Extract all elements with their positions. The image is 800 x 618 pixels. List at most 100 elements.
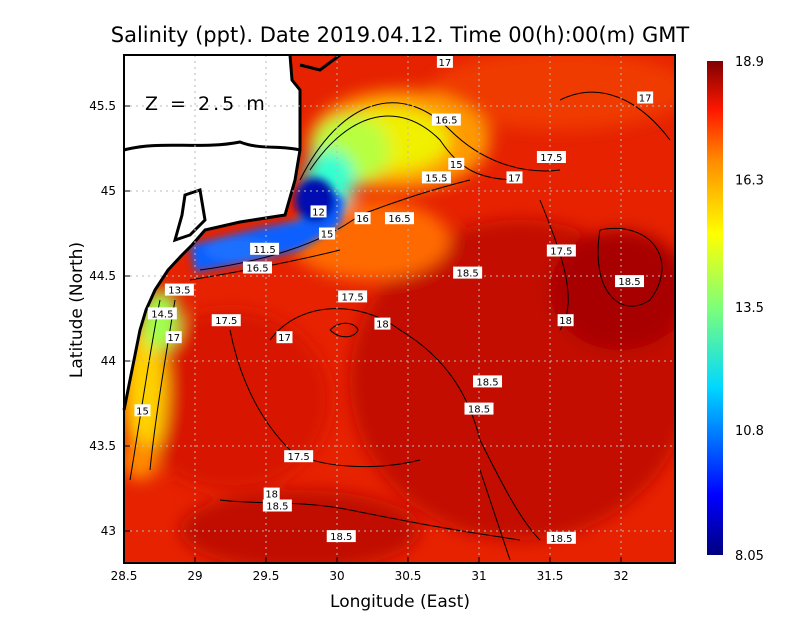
contour-label-text: 18.5 xyxy=(468,405,490,416)
contour-label-text: 13.5 xyxy=(168,286,190,297)
contour-label: 18 xyxy=(374,317,391,331)
contour-label: 16.5 xyxy=(242,261,272,275)
contour-label: 15 xyxy=(319,227,336,241)
colorbar-tick-label: 16.3 xyxy=(735,173,764,188)
contour-label: 17 xyxy=(276,331,293,344)
contour-label-text: 15.5 xyxy=(425,173,447,184)
contour-label: 15 xyxy=(134,404,151,417)
contour-label-text: 14.5 xyxy=(151,309,173,320)
contour-label-bg xyxy=(326,530,356,543)
contour-label-text: 18.5 xyxy=(476,377,498,388)
contour-label-bg xyxy=(473,375,503,388)
contour-label-bg xyxy=(242,261,272,274)
contour-label-text: 17 xyxy=(508,173,521,184)
contour-label: 11.5 xyxy=(250,242,280,256)
contour-label-bg xyxy=(431,113,461,126)
contour-label: 17 xyxy=(506,171,523,184)
x-tick-label: 30 xyxy=(329,569,344,583)
contour-label: 17.5 xyxy=(284,450,314,463)
x-tick-label: 29 xyxy=(187,569,202,583)
contour-label-text: 18.5 xyxy=(550,534,572,545)
contour-label: 17 xyxy=(637,91,654,105)
contour-label-text: 17.5 xyxy=(288,452,310,463)
contour-label-text: 17 xyxy=(439,58,452,69)
colorbar-tick-label: 18.9 xyxy=(735,55,764,70)
contour-label-bg xyxy=(615,275,645,288)
x-tick-label: 29.5 xyxy=(253,569,280,583)
contour-label: 18.5 xyxy=(615,275,645,288)
contour-label: 13.5 xyxy=(164,283,194,297)
contour-label: 18.5 xyxy=(326,530,356,543)
contour-label-text: 18 xyxy=(265,490,278,501)
y-tick-label: 45 xyxy=(101,184,116,198)
contour-label-bg xyxy=(354,212,371,225)
contour-label-text: 11.5 xyxy=(253,245,275,256)
contour-label-bg xyxy=(557,314,574,327)
contour-label-text: 16 xyxy=(356,214,369,225)
land-and-coastline xyxy=(122,53,341,411)
depth-annotation: Z = 2.5 m xyxy=(145,93,268,115)
contour-label-bg xyxy=(421,171,451,184)
colorbar xyxy=(707,61,723,555)
contour-label: 15 xyxy=(448,157,465,171)
contour-label: 16 xyxy=(354,212,371,225)
contour-label-text: 15 xyxy=(136,406,149,417)
contour-label: 17 xyxy=(165,331,182,344)
contour-label-text: 17 xyxy=(639,94,652,105)
contour-label: 17.5 xyxy=(211,314,241,327)
contour-label-bg xyxy=(164,283,194,296)
contour-label-bg xyxy=(546,531,576,544)
contour-label-text: 18 xyxy=(376,320,389,331)
x-axis-label: Longitude (East) xyxy=(330,592,470,612)
x-tick-label: 31 xyxy=(471,569,486,583)
contour-label: 17.5 xyxy=(338,290,368,303)
contour-label-bg xyxy=(250,242,280,255)
x-tick-label: 32 xyxy=(613,569,628,583)
contour-label: 16.5 xyxy=(384,212,414,225)
contour-label-bg xyxy=(506,171,523,184)
contour-label-text: 16.5 xyxy=(246,264,268,275)
contour-label-text: 15 xyxy=(450,160,463,171)
contour-label-bg xyxy=(453,266,483,279)
contour-label-bg xyxy=(134,404,151,417)
colorbar-tick-label: 13.5 xyxy=(735,301,764,316)
contour-label-bg xyxy=(384,212,414,225)
contour-label-bg xyxy=(276,331,293,344)
contour-label-text: 17 xyxy=(278,333,291,344)
contour-label: 18 xyxy=(557,314,574,327)
contour-label-bg xyxy=(546,244,576,257)
contour-label-text: 18.5 xyxy=(330,532,352,543)
y-tick-label: 44.5 xyxy=(89,269,116,283)
contour-label-bg xyxy=(262,499,292,512)
y-axis-ticks: 43 43.5 44 44.5 45 45.5 xyxy=(89,99,130,538)
colorbar-tick-label: 10.8 xyxy=(735,424,764,439)
y-axis-label: Latitude (North) xyxy=(67,242,87,378)
contour-label-text: 18.5 xyxy=(266,502,288,513)
contour-label-text: 17.5 xyxy=(540,153,562,164)
y-tick-label: 43.5 xyxy=(89,439,116,453)
contour-label-text: 15 xyxy=(321,230,334,241)
contour-label-text: 16.5 xyxy=(388,214,410,225)
contour-label: 17.5 xyxy=(546,244,576,258)
contour-label-bg xyxy=(374,317,391,330)
contour-label-bg xyxy=(147,307,177,320)
contour-label-bg xyxy=(319,227,336,240)
contour-label-bg xyxy=(464,402,494,415)
contour-label: 18.5 xyxy=(464,402,494,416)
contour-label-text: 12 xyxy=(312,207,325,218)
contour-label: 17 xyxy=(436,55,453,69)
contour-label-bg xyxy=(436,55,453,68)
y-tick-label: 44 xyxy=(101,354,116,368)
contour-label-text: 18.5 xyxy=(457,269,479,280)
y-tick-label: 45.5 xyxy=(89,99,116,113)
contour-label-bg xyxy=(637,91,654,104)
contour-label-bg xyxy=(165,331,182,344)
contour-label: 15.5 xyxy=(421,171,451,184)
contour-label-text: 16.5 xyxy=(435,116,457,127)
contour-label-text: 17.5 xyxy=(550,247,572,258)
contour-label-bg xyxy=(338,290,368,303)
chart-title: Salinity (ppt). Date 2019.04.12. Time 00… xyxy=(111,23,690,47)
x-tick-label: 31.5 xyxy=(537,569,564,583)
